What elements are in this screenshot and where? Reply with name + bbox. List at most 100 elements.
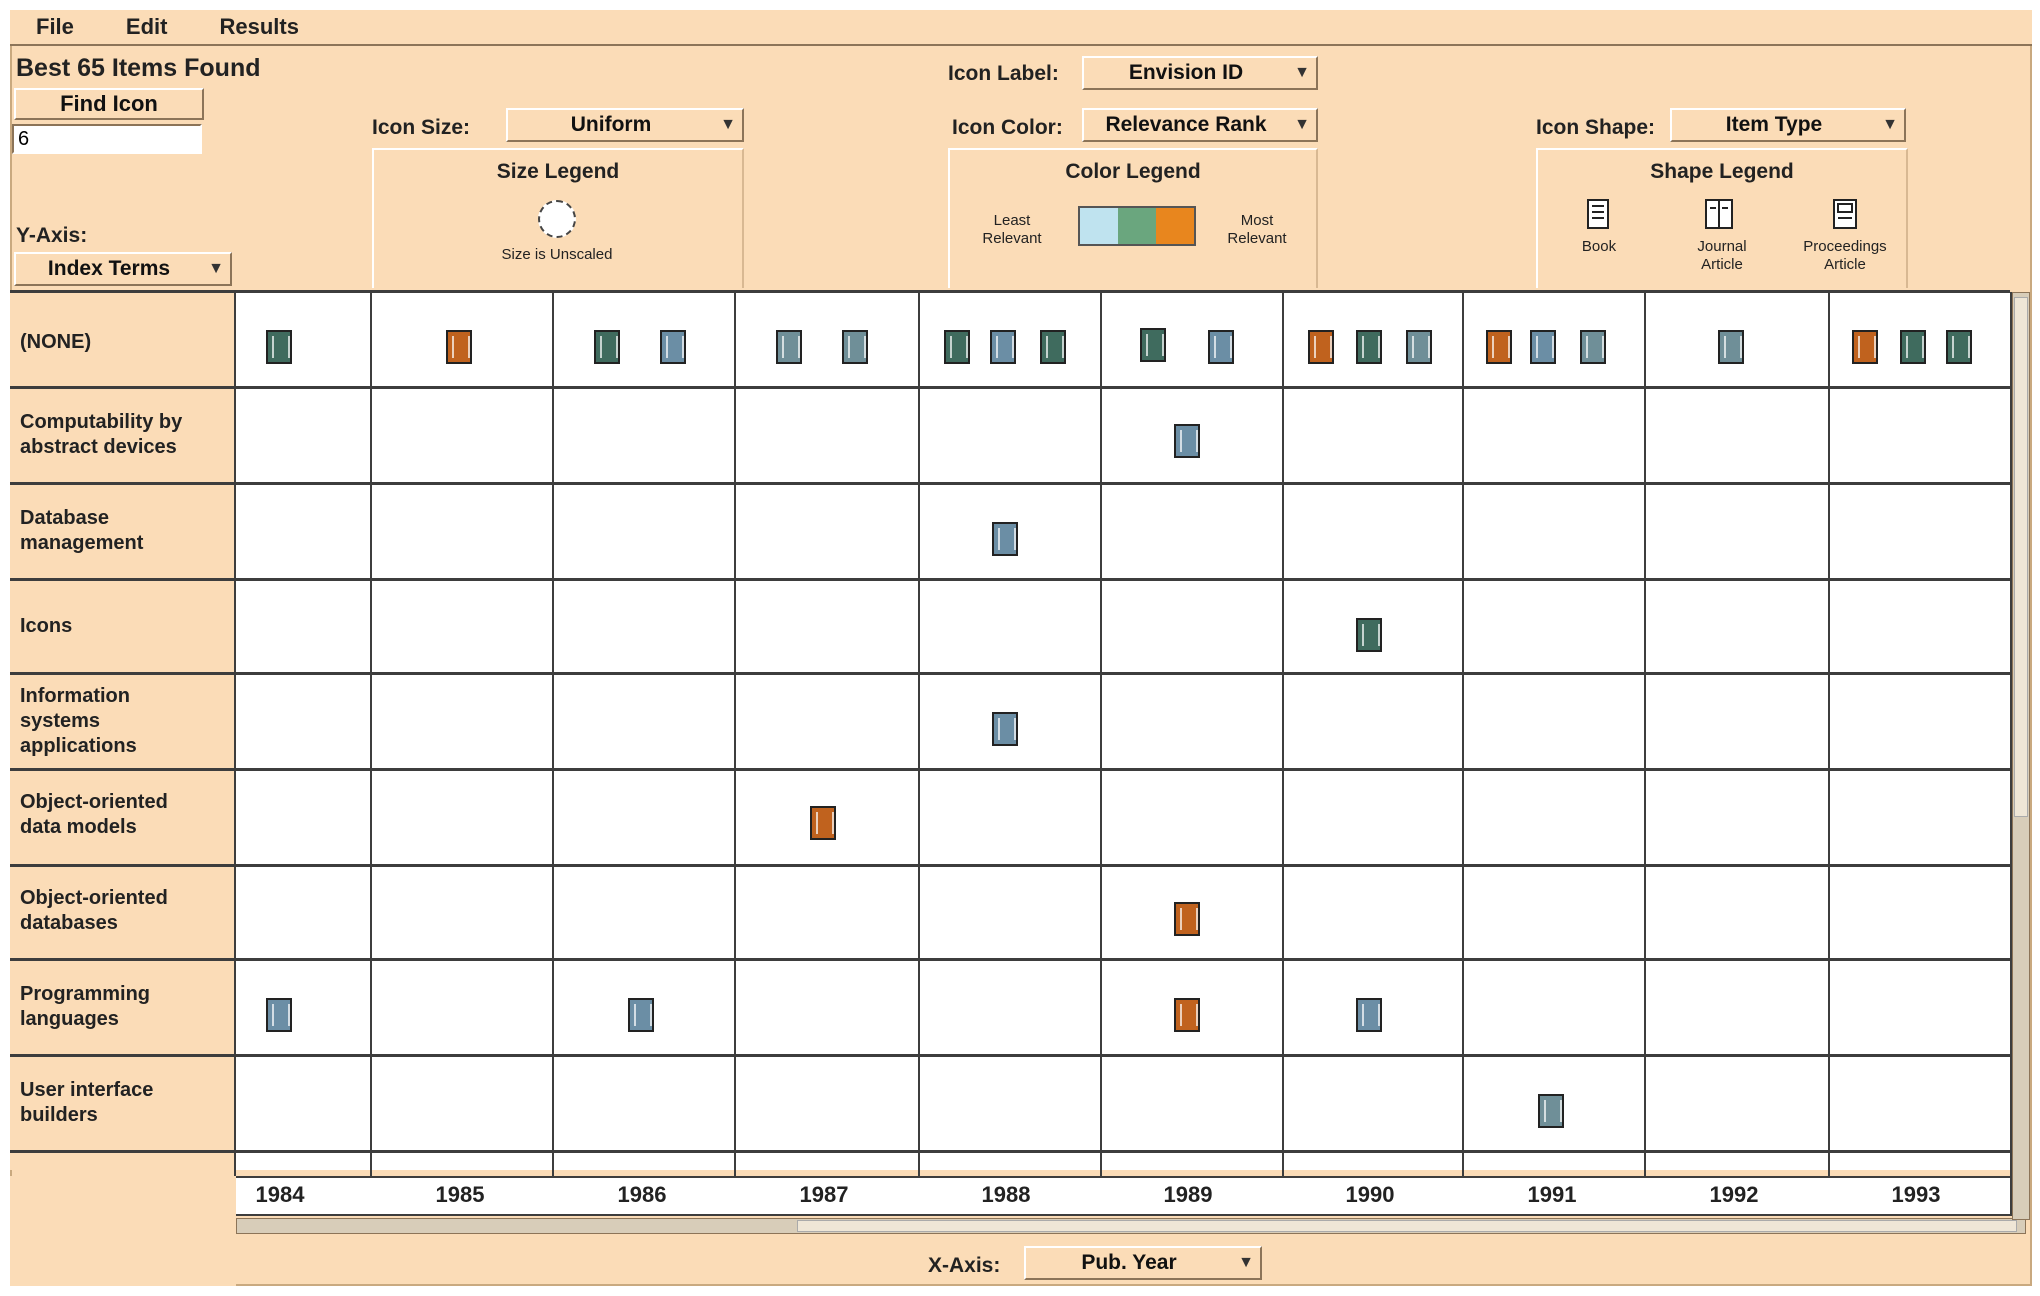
grid-column-divider [552,292,554,1216]
row-label-ui-builders: User interface builders [20,1079,154,1126]
document-icon[interactable] [446,330,472,364]
document-icon[interactable] [660,330,686,364]
grid-column-divider [234,292,236,1216]
document-icon[interactable] [1174,998,1200,1032]
document-icon[interactable] [990,330,1016,364]
x-axis-dropdown[interactable]: Pub. Year ▼ [1024,1246,1262,1280]
color-legend-title: Color Legend [1065,160,1201,183]
menu-edit[interactable]: Edit [125,14,168,39]
icon-size-dropdown[interactable]: Uniform ▼ [506,108,744,142]
chevron-down-icon: ▼ [1882,116,1898,133]
grid-column-divider [1462,292,1464,1216]
x-axis-year-label: 1993 [1891,1182,1941,1207]
icon-size-label: Icon Size: [372,116,471,139]
row-label-oo-databases: Object-oriented databases [20,887,168,934]
document-icon[interactable] [1356,330,1382,364]
document-icon[interactable] [1040,330,1066,364]
swatch-mid [1118,208,1156,244]
y-axis-dropdown[interactable]: Index Terms ▼ [14,252,232,286]
size-sample-circle [538,200,576,238]
proceedings-article-icon [1833,199,1857,229]
icon-shape-label: Icon Shape: [1536,116,1656,139]
grid-row-divider [10,578,2010,581]
y-axis-value: Index Terms [47,257,171,280]
grid-column-divider [370,292,372,1216]
document-icon[interactable] [810,806,836,840]
x-axis-year-label: 1991 [1527,1182,1577,1207]
x-axis-year-row [236,1176,2010,1216]
document-icon[interactable] [1356,998,1382,1032]
shape-proceedings-label: Proceedings Article [1803,238,1887,273]
icon-color-dropdown[interactable]: Relevance Rank ▼ [1082,108,1318,142]
x-axis-label: X-Axis: [928,1254,1001,1277]
document-icon[interactable] [992,712,1018,746]
bottom-left-panel [10,1176,236,1286]
document-icon[interactable] [1852,330,1878,364]
find-icon-input[interactable] [12,124,202,154]
chevron-down-icon: ▼ [208,260,224,277]
least-relevant-label: Least Relevant [982,212,1042,247]
document-icon[interactable] [266,998,292,1032]
x-axis-year-label: 1989 [1163,1182,1213,1207]
document-icon[interactable] [1486,330,1512,364]
document-icon[interactable] [266,330,292,364]
icon-shape-dropdown[interactable]: Item Type ▼ [1670,108,1906,142]
document-icon[interactable] [1140,328,1166,362]
vertical-scroll-thumb[interactable] [2014,297,2028,817]
document-icon[interactable] [944,330,970,364]
color-scale [1078,206,1196,246]
book-icon [1587,199,1609,229]
document-icon[interactable] [1900,330,1926,364]
y-axis-label: Y-Axis: [16,224,88,247]
document-icon[interactable] [992,522,1018,556]
document-icon[interactable] [1946,330,1972,364]
grid-row-divider [10,1054,2010,1057]
row-label-database: Database management [20,507,144,554]
size-legend-title: Size Legend [496,160,620,183]
document-icon[interactable] [1718,330,1744,364]
document-icon[interactable] [1308,330,1334,364]
icon-size-value: Uniform [570,113,652,136]
swatch-least [1080,208,1118,244]
menu-file[interactable]: File [36,14,74,39]
find-icon-button[interactable]: Find Icon [14,88,204,120]
x-axis-year-label: 1990 [1345,1182,1395,1207]
row-label-none: (NONE) [20,331,92,353]
document-icon[interactable] [1580,330,1606,364]
grid-column-divider [918,292,920,1216]
document-icon[interactable] [1530,330,1556,364]
vertical-scrollbar[interactable] [2012,292,2030,1220]
document-icon[interactable] [776,330,802,364]
grid-row-divider [10,290,2010,293]
document-icon[interactable] [594,330,620,364]
document-icon[interactable] [1538,1094,1564,1128]
x-axis-value: Pub. Year [1081,1251,1177,1274]
grid-row-divider [10,958,2010,961]
document-icon[interactable] [1174,902,1200,936]
icon-label-label: Icon Label: [948,62,1059,85]
x-axis-year-label: 1985 [435,1182,485,1207]
chevron-down-icon: ▼ [1294,64,1310,81]
document-icon[interactable] [1406,330,1432,364]
icon-label-dropdown[interactable]: Envision ID ▼ [1082,56,1318,90]
grid-row-divider [10,864,2010,867]
row-label-oo-data-models: Object-oriented data models [20,791,168,838]
horizontal-scrollbar[interactable] [236,1218,2026,1234]
grid-row-divider [10,482,2010,485]
document-icon[interactable] [1174,424,1200,458]
grid-column-divider [1100,292,1102,1216]
x-axis-year-label: 1987 [799,1182,849,1207]
grid-row-divider [10,1150,2010,1153]
document-icon[interactable] [1356,618,1382,652]
document-icon[interactable] [1208,330,1234,364]
horizontal-scroll-thumb[interactable] [797,1220,2017,1232]
row-label-icons: Icons [20,615,73,637]
shape-legend-title: Shape Legend [1650,160,1794,183]
menu-results[interactable]: Results [219,14,299,39]
x-axis-year-label: 1986 [617,1182,667,1207]
results-count-title: Best 65 Items Found [16,54,261,82]
document-icon[interactable] [628,998,654,1032]
grid-row-divider [10,386,2010,389]
row-label-info-systems: Information systems applications [20,685,137,757]
document-icon[interactable] [842,330,868,364]
